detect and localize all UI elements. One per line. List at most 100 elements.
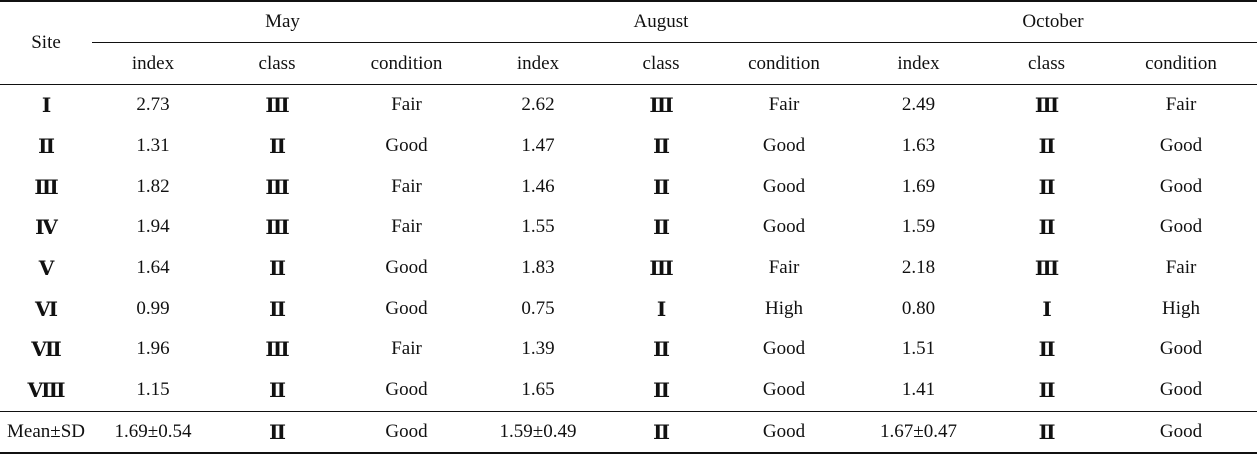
august-index-cell: 1.55	[521, 216, 555, 238]
october-class-cell: I	[1042, 296, 1051, 321]
may-class-cell: Ⅱ	[269, 296, 286, 321]
october-class-cell: Ⅱ	[1038, 215, 1056, 240]
table-row: Ⅰ 2.73 Ⅲ Fair 2.62 Ⅲ Fair 2.49 Ⅲ Fair	[0, 85, 1257, 126]
may-class-cell: Ⅱ	[269, 134, 286, 159]
table-row: Ⅴ 1.64 Ⅱ Good 1.83 Ⅲ Fair 2.18 Ⅲ Fair	[0, 248, 1257, 289]
may-condition-cell: Good	[340, 410, 473, 454]
august-index-cell: 1.59±0.49	[473, 410, 603, 454]
august-class-cell: Ⅱ	[653, 174, 670, 199]
october-condition-cell: Good	[1159, 216, 1203, 238]
august-index-cell: 1.47	[521, 135, 555, 157]
month-header-august: August	[473, 0, 850, 43]
august-condition-cell: Good	[762, 135, 806, 157]
october-class-cell: Ⅱ	[1038, 134, 1056, 159]
october-class-cell: Ⅲ	[1034, 93, 1059, 118]
may-index-cell: 1.64	[136, 257, 170, 279]
table-row: Ⅳ 1.94 Ⅲ Fair 1.55 Ⅱ Good 1.59 Ⅱ Good	[0, 207, 1257, 248]
october-condition-cell: Fair	[1165, 94, 1197, 116]
august-class-cell: Ⅱ	[653, 134, 670, 159]
august-index-cell: 1.83	[521, 257, 555, 279]
august-class-cell: Ⅱ	[653, 215, 670, 240]
october-class-cell: Ⅱ	[1038, 378, 1056, 403]
table-row: Ⅵ 0.99 Ⅱ Good 0.75 I High 0.80 I High	[0, 288, 1257, 329]
october-index-cell: 1.69	[901, 175, 936, 197]
august-class-cell: Ⅱ	[653, 337, 670, 362]
october-class-cell: Ⅱ	[1038, 337, 1056, 362]
august-condition-cell: Good	[762, 379, 806, 401]
summary-row: Mean±SD 1.69±0.54 Ⅱ Good 1.59±0.49 Ⅱ Good 1.67±…	[0, 410, 1257, 454]
month-header-october: October	[849, 0, 1257, 43]
may-index-cell: 1.96	[136, 338, 170, 360]
sub-header-condition: condition	[1105, 42, 1257, 85]
may-condition-cell: Fair	[391, 175, 422, 197]
october-class-cell: Ⅱ	[1038, 174, 1056, 199]
october-index-cell: 2.49	[901, 94, 936, 116]
august-index-cell: 1.46	[521, 175, 555, 197]
may-condition-cell: Good	[385, 379, 428, 401]
table-row: Ⅱ 1.31 Ⅱ Good 1.47 Ⅱ Good 1.63 Ⅱ Good	[0, 126, 1257, 167]
august-condition-cell: Fair	[768, 257, 800, 279]
august-class-cell: Ⅲ	[649, 256, 673, 281]
may-class-cell: Ⅲ	[265, 93, 289, 118]
october-condition-cell: Good	[1105, 410, 1257, 454]
october-condition-cell: Fair	[1165, 257, 1197, 279]
table-row: Ⅷ 1.15 Ⅱ Good 1.65 Ⅱ Good 1.41 Ⅱ Good	[0, 370, 1257, 411]
october-condition-cell: Good	[1159, 135, 1203, 157]
may-index-cell: 2.73	[136, 94, 170, 116]
october-index-cell: 1.51	[901, 338, 936, 360]
may-index-cell: 1.82	[136, 175, 170, 197]
sub-header-condition: condition	[719, 42, 850, 85]
august-condition-cell: Fair	[768, 94, 800, 116]
august-class-cell: Ⅱ	[653, 378, 670, 403]
october-class-cell: Ⅱ	[988, 410, 1106, 454]
august-condition-cell: Good	[762, 338, 806, 360]
may-index-cell: 1.31	[136, 135, 170, 157]
october-class-cell: Ⅲ	[1034, 256, 1059, 281]
sub-header-index: index	[92, 42, 214, 85]
august-class-cell: Ⅱ	[603, 410, 719, 454]
august-class-cell: Ⅲ	[649, 93, 673, 118]
may-index-cell: 1.15	[136, 379, 170, 401]
may-condition-cell: Good	[385, 257, 428, 279]
october-index-cell: 1.67±0.47	[849, 410, 989, 454]
site-cell: Ⅰ	[41, 93, 51, 118]
august-index-cell: 1.39	[521, 338, 555, 360]
may-class-cell: Ⅱ	[214, 410, 340, 454]
august-condition-cell: Good	[762, 175, 806, 197]
table-body: Ⅰ 2.73 Ⅲ Fair 2.62 Ⅲ Fair 2.49 Ⅲ Fair Ⅱ 1.31 Ⅱ Good 1.…	[0, 85, 1257, 454]
august-class-cell: I	[656, 296, 666, 321]
october-index-cell: 0.80	[901, 297, 936, 319]
sub-header-condition: condition	[340, 42, 473, 85]
august-condition-cell: Good	[762, 216, 806, 238]
sub-header-index: index	[473, 42, 603, 85]
may-class-cell: Ⅱ	[269, 378, 286, 403]
sub-header-class: class	[603, 42, 719, 85]
sub-header-index: index	[849, 42, 989, 85]
may-class-cell: Ⅱ	[269, 256, 286, 281]
sub-header-class: class	[214, 42, 340, 85]
may-index-cell: 1.94	[136, 216, 170, 238]
site-cell: Ⅲ	[34, 174, 58, 199]
august-index-cell: 0.75	[521, 297, 555, 319]
may-condition-cell: Good	[385, 135, 428, 157]
october-condition-cell: High	[1162, 297, 1201, 319]
august-index-cell: 1.65	[521, 379, 555, 401]
site-cell: Ⅳ	[35, 215, 58, 240]
october-index-cell: 1.63	[901, 135, 936, 157]
october-index-cell: 2.18	[901, 257, 936, 279]
may-index-cell: 0.99	[136, 297, 170, 319]
site-cell: Ⅶ	[31, 337, 62, 362]
october-condition-cell: Good	[1159, 379, 1203, 401]
may-index-cell: 1.69±0.54	[92, 410, 214, 454]
october-index-cell: 1.41	[901, 379, 936, 401]
october-condition-cell: Good	[1159, 175, 1203, 197]
site-cell: Ⅷ	[27, 378, 66, 403]
may-class-cell: Ⅲ	[265, 337, 289, 362]
august-condition-cell: High	[765, 297, 803, 319]
table-row: Ⅲ 1.82 Ⅲ Fair 1.46 Ⅱ Good 1.69 Ⅱ Good	[0, 166, 1257, 207]
site-column-header: Site	[0, 0, 92, 85]
month-header-may: May	[92, 0, 473, 43]
august-condition-cell: Good	[719, 410, 850, 454]
may-condition-cell: Fair	[391, 94, 422, 116]
